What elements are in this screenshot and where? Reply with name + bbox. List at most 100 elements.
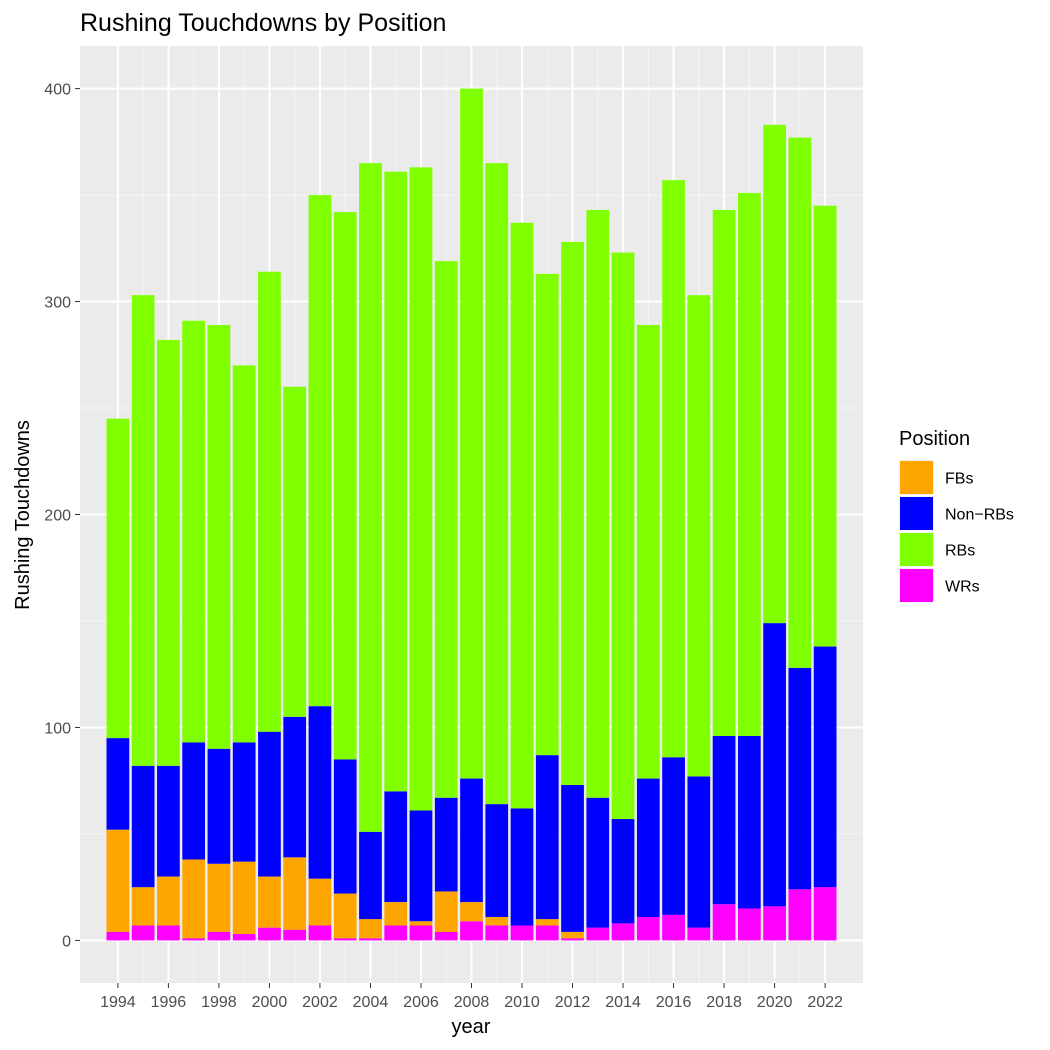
x-tick-label: 2016 [656,994,692,1011]
bar-non-rbs-2008 [460,778,483,903]
bar-fbs-2002 [308,878,332,926]
bar-non-rbs-2002 [308,706,332,879]
bar-wrs-2017 [687,927,711,941]
y-tick-label: 0 [62,933,71,950]
bar-non-rbs-1998 [207,748,231,864]
bar-rbs-2006 [409,167,433,811]
bar-rbs-2014 [611,252,635,820]
bar-rbs-2018 [712,209,736,736]
bar-non-rbs-1996 [157,765,180,877]
bar-rbs-2015 [636,324,660,779]
x-tick-label: 2020 [757,994,793,1011]
bar-rbs-1998 [207,324,231,749]
bar-rbs-2004 [359,163,382,832]
bar-rbs-2008 [460,88,483,779]
x-tick-label: 2010 [504,994,540,1011]
bar-wrs-2002 [308,925,332,941]
legend-label-fbs: FBs [945,471,973,488]
x-tick-label: 2014 [605,994,641,1011]
bar-rbs-2002 [308,195,332,707]
y-axis-title: Rushing Touchdowns [12,420,34,610]
bar-wrs-2019 [737,908,761,941]
bar-rbs-1999 [232,365,256,743]
x-tick-label: 2006 [403,994,439,1011]
bar-non-rbs-2004 [359,831,382,920]
bar-fbs-1997 [182,859,206,939]
x-tick-label: 2000 [252,994,288,1011]
bar-non-rbs-2001 [283,716,307,858]
bar-wrs-2013 [586,927,610,941]
bar-wrs-2004 [359,938,382,941]
bar-wrs-2014 [611,923,635,941]
x-tick-label: 1998 [201,994,237,1011]
bar-rbs-2011 [535,273,559,756]
bar-rbs-2005 [384,171,408,792]
bar-non-rbs-2012 [561,784,584,932]
bar-rbs-2013 [586,209,610,798]
bar-non-rbs-2016 [662,757,685,915]
bar-rbs-2010 [510,222,534,809]
bar-wrs-2001 [283,929,307,941]
bar-non-rbs-2021 [788,667,812,890]
bar-wrs-2008 [460,921,483,941]
bar-wrs-2009 [485,925,509,941]
bar-rbs-2020 [763,124,786,624]
bar-non-rbs-2011 [535,755,559,920]
x-tick-label: 2008 [454,994,490,1011]
bar-wrs-2020 [763,906,786,941]
bar-rbs-2009 [485,163,509,805]
legend-label-non-rbs: Non−RBs [945,507,1014,524]
bar-wrs-1999 [232,934,256,941]
bar-non-rbs-2017 [687,776,711,928]
bar-fbs-2000 [258,876,281,928]
bar-non-rbs-1997 [182,742,206,860]
bar-fbs-2009 [485,916,509,926]
bar-non-rbs-2022 [813,646,837,888]
bar-non-rbs-1995 [131,765,155,888]
bar-rbs-1994 [106,418,130,739]
bar-rbs-2007 [434,261,458,798]
bar-wrs-1995 [131,925,155,941]
bar-non-rbs-2010 [510,808,534,926]
bar-wrs-1996 [157,925,180,941]
x-tick-label: 2012 [555,994,591,1011]
bar-non-rbs-2018 [712,735,736,905]
bar-fbs-1999 [232,861,256,935]
bar-non-rbs-2019 [737,735,761,909]
bar-fbs-1995 [131,887,155,926]
bar-rbs-1997 [182,320,206,743]
x-axis-title: year [452,1016,491,1038]
bar-fbs-2007 [434,891,458,932]
x-tick-label: 2004 [353,994,389,1011]
bars [106,88,837,941]
bar-fbs-1998 [207,863,231,932]
chart-title: Rushing Touchdowns by Position [80,9,446,37]
bar-rbs-1995 [131,295,155,766]
bar-wrs-2015 [636,916,660,941]
legend-title: Position [899,428,970,450]
bar-fbs-2008 [460,902,483,922]
bar-wrs-2005 [384,925,408,941]
bar-non-rbs-2000 [258,731,281,877]
bar-wrs-2000 [258,927,281,941]
bar-fbs-2001 [283,857,307,930]
bar-fbs-2011 [535,919,559,926]
bar-fbs-2003 [333,893,357,939]
bar-rbs-2000 [258,271,281,732]
bar-wrs-2007 [434,931,458,941]
bar-non-rbs-2009 [485,804,509,917]
bar-rbs-2016 [662,180,685,758]
bar-non-rbs-2005 [384,791,408,903]
bar-wrs-2012 [561,938,584,941]
bar-wrs-2011 [535,925,559,941]
y-tick-label: 300 [44,295,71,312]
bar-wrs-1998 [207,931,231,941]
bar-wrs-2010 [510,925,534,941]
bar-non-rbs-2014 [611,819,635,924]
legend-swatch-wrs [900,569,933,602]
bar-non-rbs-2015 [636,778,660,917]
bar-rbs-2001 [283,386,307,717]
bar-fbs-1994 [106,829,130,932]
bar-non-rbs-2003 [333,759,357,894]
x-tick-label: 1994 [100,994,136,1011]
